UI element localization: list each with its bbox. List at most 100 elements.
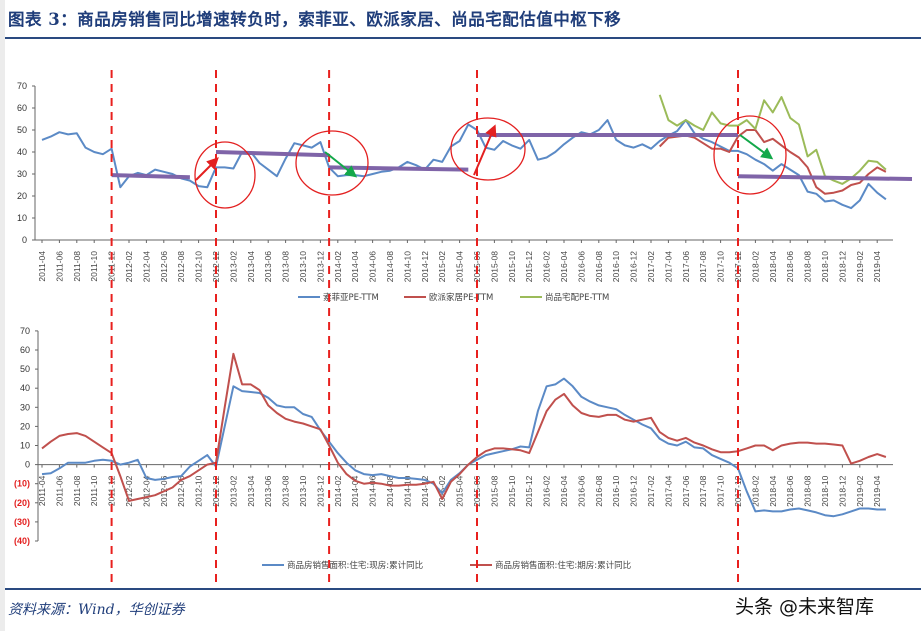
x-tick-label: 2016-08 (594, 475, 604, 506)
y-tick-label: 20 (20, 421, 30, 431)
x-tick-label: 2015-08 (489, 251, 499, 282)
x-tick-label: 2017-06 (681, 251, 691, 282)
x-tick-label: 2017-10 (716, 475, 726, 506)
left-margin-strip (0, 0, 5, 631)
down-arrow-icon (324, 151, 358, 178)
x-tick-label: 2014-10 (402, 251, 412, 282)
x-tick-label: 2017-02 (646, 475, 656, 506)
valuation-center-line (329, 165, 469, 172)
y-tick-label: 30 (17, 169, 27, 179)
x-tick-label: 2013-04 (246, 475, 256, 506)
highlight-circle (194, 141, 256, 209)
x-tick-label: 2018-12 (837, 251, 847, 282)
x-tick-label: 2016-06 (576, 475, 586, 506)
x-tick-label: 2013-08 (281, 475, 291, 506)
x-tick-label: 2012-02 (124, 475, 134, 506)
x-tick-label: 2014-10 (402, 475, 412, 506)
x-tick-label: 2013-12 (315, 251, 325, 282)
footer-divider (5, 588, 921, 590)
x-tick-label: 2017-10 (716, 251, 726, 282)
legend-label: 商品房销售面积:住宅:现房:累计同比 (287, 560, 423, 571)
legend-label: 索菲亚PE-TTM (323, 292, 379, 303)
x-tick-label: 2013-12 (315, 475, 325, 506)
x-tick-label: 2013-04 (246, 251, 256, 282)
x-tick-label: 2015-04 (455, 475, 465, 506)
annotation-layer (194, 115, 787, 209)
down-arrow-icon (739, 134, 774, 160)
y-tick-label: 0 (25, 460, 30, 470)
y-tick-label: 10 (20, 441, 30, 451)
x-tick-label: 2017-04 (663, 251, 673, 282)
y-tick-label: 40 (17, 147, 27, 157)
y-tick-label: 60 (17, 103, 27, 113)
y-tick-label: 50 (20, 364, 30, 374)
x-tick-label: 2018-04 (768, 475, 778, 506)
x-tick-label: 2016-04 (559, 475, 569, 506)
x-tick-label: 2014-06 (368, 251, 378, 282)
valuation-center-line (737, 174, 913, 182)
highlight-circle (713, 115, 787, 195)
up-arrow-icon (195, 157, 219, 181)
y-tick-label: 50 (17, 125, 27, 135)
x-tick-label: 2018-08 (803, 475, 813, 506)
series-line-2 (41, 352, 887, 502)
x-tick-label: 2014-04 (350, 475, 360, 506)
y-tick-label: 10 (17, 213, 27, 223)
y-tick-label: (20) (14, 498, 30, 508)
x-tick-label: 2011-04 (37, 475, 47, 506)
source-note: 资料来源：Wind，华创证券 (8, 602, 185, 618)
y-tick-label: (30) (14, 517, 30, 527)
x-tick-label: 2012-08 (176, 475, 186, 506)
x-tick-label: 2017-08 (698, 475, 708, 506)
x-tick-label: 2016-02 (542, 251, 552, 282)
x-tick-label: 2015-02 (437, 475, 447, 506)
x-tick-label: 2018-02 (750, 475, 760, 506)
x-tick-label: 2014-02 (333, 475, 343, 506)
x-tick-label: 2015-02 (437, 251, 447, 282)
x-tick-label: 2016-02 (542, 475, 552, 506)
x-tick-label: 2012-08 (176, 251, 186, 282)
y-tick-label: 30 (20, 402, 30, 412)
x-tick-label: 2013-02 (228, 475, 238, 506)
x-tick-label: 2019-04 (872, 251, 882, 282)
x-tick-label: 2013-06 (263, 475, 273, 506)
x-tick-label: 2011-10 (89, 475, 99, 506)
x-tick-label: 2015-04 (455, 251, 465, 282)
series-line-3 (658, 94, 887, 185)
series-line-2 (658, 129, 887, 195)
y-tick-label: (10) (14, 479, 30, 489)
highlight-circle (450, 117, 526, 181)
figure-title: 图表 3：商品房销售同比增速转负时，索菲亚、欧派家居、尚品宅配估值中枢下移 (8, 10, 622, 29)
x-tick-label: 2015-12 (524, 475, 534, 506)
x-tick-label: 2014-12 (420, 251, 430, 282)
legend-label: 商品房销售面积:住宅:期房:累计同比 (495, 560, 631, 571)
valuation-center-line (111, 173, 190, 180)
highlight-circle (295, 130, 369, 196)
x-tick-label: 2012-10 (194, 475, 204, 506)
y-tick-label: 20 (17, 191, 27, 201)
x-tick-label: 2018-04 (768, 251, 778, 282)
x-tick-label: 2018-10 (820, 475, 830, 506)
x-tick-label: 2017-02 (646, 251, 656, 282)
x-tick-label: 2018-06 (785, 251, 795, 282)
x-tick-label: 2013-08 (281, 251, 291, 282)
y-tick-label: 70 (20, 326, 30, 336)
x-tick-label: 2018-08 (803, 251, 813, 282)
x-tick-label: 2013-10 (298, 251, 308, 282)
x-tick-label: 2013-10 (298, 475, 308, 506)
x-tick-label: 2016-12 (629, 251, 639, 282)
up-arrow-icon (473, 124, 497, 176)
x-tick-label: 2015-10 (507, 251, 517, 282)
x-tick-label: 2018-12 (837, 475, 847, 506)
x-tick-label: 2013-02 (228, 251, 238, 282)
title-divider (5, 37, 921, 39)
x-tick-label: 2012-10 (194, 251, 204, 282)
x-tick-label: 2011-08 (72, 251, 82, 282)
x-tick-label: 2011-04 (37, 251, 47, 282)
y-tick-label: 60 (20, 345, 30, 355)
x-tick-label: 2014-08 (385, 251, 395, 282)
legend-label: 欧派家居PE-TTM (429, 292, 493, 303)
x-tick-label: 2015-12 (524, 251, 534, 282)
x-tick-label: 2014-04 (350, 251, 360, 282)
